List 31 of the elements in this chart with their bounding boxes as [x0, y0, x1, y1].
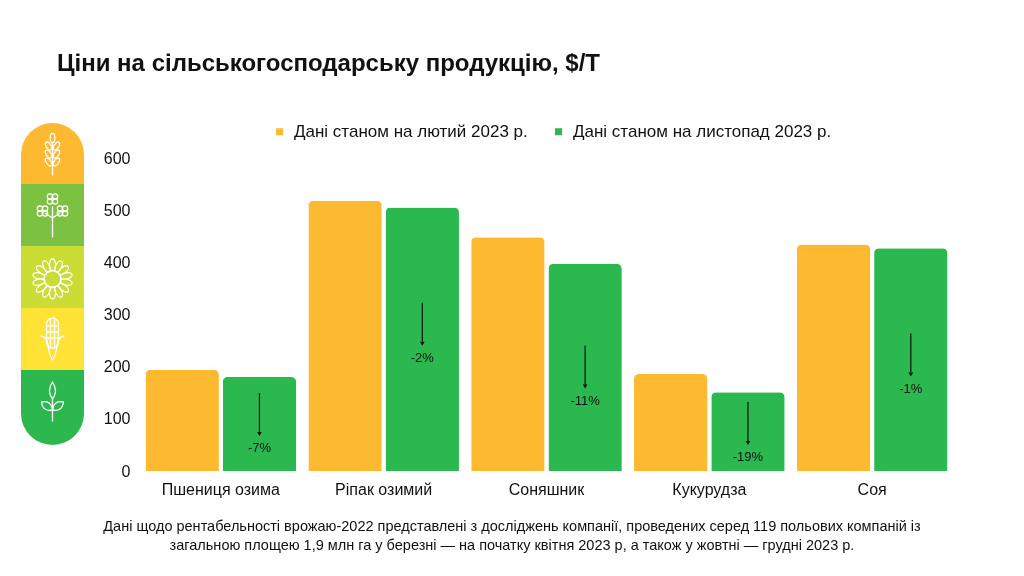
bar	[145, 369, 219, 471]
bar	[548, 263, 622, 471]
annotation: -7%	[247, 440, 272, 456]
legend-label: Дані станом на лютий 2023 р.	[294, 121, 528, 141]
y-tick-label: 600	[103, 149, 131, 167]
chart-title: Ціни на сільськогосподарську продукцію, $/T	[57, 49, 600, 77]
x-tick-label: Пшениця озима	[161, 480, 281, 498]
x-tick-label: Кукурудза	[672, 480, 747, 498]
x-tick-label: Соя	[857, 480, 887, 498]
annotation: -2%	[410, 349, 435, 365]
x-tick-label: Ріпак озимий	[335, 480, 433, 498]
x-tick-label: Соняшник	[508, 480, 586, 498]
y-tick-label: 300	[103, 306, 131, 323]
text: Дані щодо рентабельності врожаю-2022 представлені з досліджень компанії, проведених серед 119 польових компаній із загальною площею 1,9 млн га у березні — на початку квітня 2023 р, а також у жовтні — грудні 2023 р.	[102, 517, 922, 555]
bar	[711, 392, 785, 471]
annotation: -19%	[732, 448, 764, 464]
bar	[874, 248, 948, 471]
y-tick-label: 200	[103, 358, 131, 376]
bar	[385, 207, 459, 471]
bar	[308, 200, 382, 471]
y-tick-label: 500	[103, 201, 131, 219]
y-tick-label: 100	[103, 410, 131, 428]
y-tick-label: 0	[121, 462, 131, 480]
legend-label: Дані станом на листопад 2023 р.	[573, 121, 832, 141]
bar	[222, 377, 297, 471]
annotation: -1%	[899, 380, 923, 396]
bar	[471, 237, 545, 471]
bar	[634, 373, 708, 471]
bar	[796, 244, 871, 471]
annotation: -11%	[570, 392, 601, 408]
y-tick-label: 400	[103, 253, 131, 271]
